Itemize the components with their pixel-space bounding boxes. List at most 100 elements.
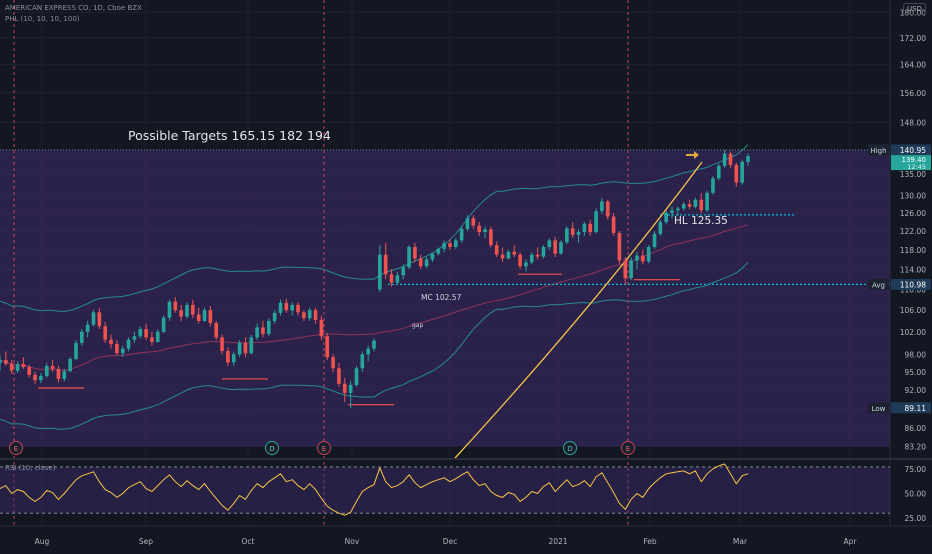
price-tick-label: 98.00 (905, 350, 927, 359)
candle-body (418, 258, 423, 267)
currency-button[interactable]: USD (903, 3, 926, 15)
candle-body (50, 365, 55, 369)
candle-body (120, 348, 125, 354)
candle-body (150, 337, 154, 342)
parabolic-curve (454, 161, 703, 459)
candle-body (208, 310, 213, 324)
candle-body (413, 247, 417, 259)
candle-body (582, 223, 587, 233)
candle-body (155, 331, 160, 342)
time-tick-label: Aug (35, 537, 50, 546)
candle-body (68, 358, 72, 372)
high-label-box (891, 144, 931, 156)
candle-body (85, 324, 90, 332)
candle-body (138, 329, 143, 337)
last-price-box (891, 155, 931, 171)
avg-label-value: 110.98 (900, 280, 926, 289)
candle-body (342, 383, 347, 393)
candle-body (249, 337, 254, 354)
candle-body (226, 350, 230, 363)
arrow-icon (686, 151, 699, 159)
rsi-tick-label: 25.00 (905, 514, 927, 523)
candle-body (44, 365, 49, 376)
candle-body (658, 221, 663, 234)
candle-body (196, 314, 201, 321)
candle-body (635, 255, 639, 261)
rsi-line (0, 463, 749, 516)
candle-body (109, 339, 113, 345)
candle-body (9, 363, 14, 371)
candle-body (454, 240, 458, 248)
candle-body (594, 211, 598, 233)
candle-body (705, 192, 709, 211)
candle-body (366, 348, 370, 355)
candle-body (494, 245, 499, 255)
high-label-tag-label: High (870, 147, 886, 155)
candle-body (231, 354, 236, 363)
event-marker-label: E (322, 445, 326, 453)
candle-body (459, 228, 464, 241)
candle-body (267, 320, 271, 335)
price-tick-label: 180.00 (900, 8, 926, 17)
event-marker-label: D (269, 445, 274, 453)
candle-body (62, 371, 67, 379)
candle-body (512, 251, 517, 255)
candle-body (337, 368, 341, 384)
time-tick-label: Mar (733, 537, 748, 546)
candle-body (430, 253, 435, 260)
candle-body (290, 304, 294, 311)
price-tick-label: 148.00 (900, 118, 926, 127)
candle-body (600, 201, 604, 212)
time-tick-label: Apr (844, 537, 858, 546)
candle-body (261, 327, 265, 335)
price-tick-label: 135.00 (900, 170, 926, 179)
candle-body (547, 240, 552, 248)
candle-body (588, 223, 593, 233)
mc-label: MC 102.57 (421, 293, 462, 302)
avg-label-tag-label: Avg (872, 281, 885, 289)
candle-body (56, 368, 61, 379)
low-label-tag-label: Low (872, 405, 886, 413)
candle-body (477, 225, 481, 233)
event-marker (9, 441, 23, 455)
candle-body (646, 247, 651, 262)
candle-body (103, 326, 107, 340)
candle-body (687, 204, 692, 207)
low-label-box (891, 402, 931, 414)
candle-body (97, 312, 102, 327)
candle-body (389, 274, 394, 283)
candle-body (214, 323, 219, 338)
candle-body (74, 342, 78, 359)
rsi-tick-label: 50.00 (905, 490, 927, 499)
candle-body (243, 342, 248, 354)
candle-body (442, 243, 446, 249)
candle-body (436, 248, 441, 254)
price-tick-label: 122.00 (900, 227, 926, 236)
candle-body (360, 354, 365, 369)
candle-body (681, 204, 686, 209)
candle-body (693, 199, 698, 207)
rsi-band (0, 466, 890, 514)
price-tick-label: 130.00 (900, 191, 926, 200)
candle-body (319, 319, 324, 337)
candle-body (518, 254, 522, 267)
time-tick-label: 2021 (548, 537, 567, 546)
candle-body (80, 331, 84, 343)
price-tick-label: 92.00 (905, 386, 927, 395)
event-marker-label: E (14, 445, 18, 453)
low-label: 89.11 Low (868, 402, 931, 414)
time-tick-label: Sep (139, 537, 153, 546)
candle-body (570, 228, 575, 235)
candle-body (728, 153, 733, 166)
candle-body (144, 329, 148, 338)
candle-body (722, 153, 727, 166)
event-marker (563, 441, 577, 455)
candle-body (302, 312, 306, 319)
candle-body (126, 339, 131, 349)
candle-body (272, 312, 277, 321)
candle-body (553, 240, 557, 254)
candle-body (716, 165, 721, 179)
candle-body (296, 304, 300, 313)
